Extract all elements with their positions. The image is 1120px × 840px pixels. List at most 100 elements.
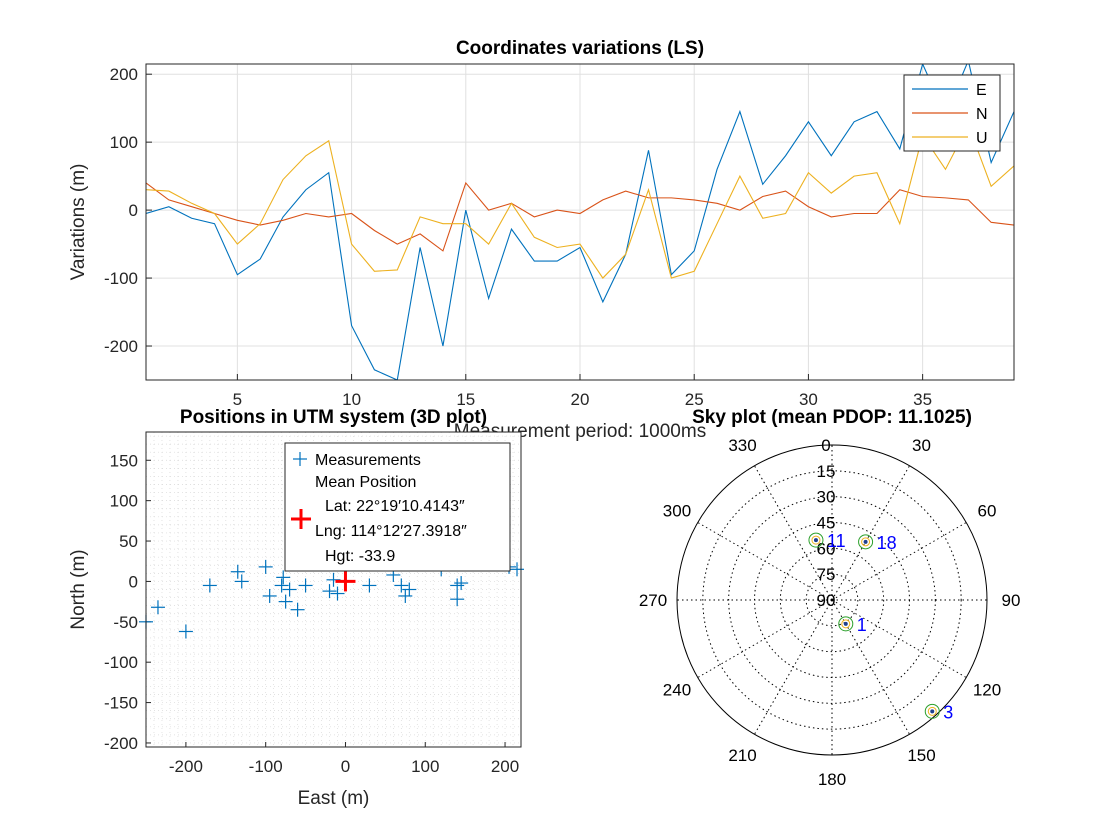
- azimuth-label: 120: [973, 681, 1001, 700]
- utm-positions-chart: -200 -100 0 100 200 -200 -150 -100 -50 0 50 100 150 M…: [68, 407, 525, 809]
- elevation-ring: [728, 496, 936, 704]
- measurement-point: [362, 578, 377, 593]
- y-tick-label: -100: [104, 269, 138, 288]
- satellite-marker-dot: [843, 621, 848, 626]
- legend-label-E: E: [976, 82, 987, 99]
- satellite-marker-mid: [811, 535, 821, 545]
- azimuth-label: 210: [728, 746, 756, 765]
- measurement-point: [402, 582, 417, 597]
- satellite-marker-dot: [813, 538, 818, 543]
- satellite-marker-outer: [858, 534, 874, 550]
- satellite-marker-dot: [930, 709, 935, 714]
- measurement-point: [454, 576, 469, 591]
- x-tick-label: 15: [456, 390, 475, 409]
- chart-title: Coordinates variations (LS): [456, 38, 704, 59]
- y-tick-label: 0: [129, 201, 138, 220]
- azimuth-label: 30: [912, 436, 931, 455]
- measurement-point: [258, 559, 273, 574]
- elevation-ring: [702, 470, 962, 730]
- elevation-label: 90: [817, 591, 836, 610]
- x-tick-label: 0: [341, 757, 350, 776]
- azimuth-label: 270: [639, 591, 667, 610]
- measurement-point: [450, 578, 465, 593]
- satellite-marker-outer: [808, 532, 824, 548]
- legend-label-lng: Lng: 114°12′27.3918″: [315, 523, 467, 540]
- measurement-point: [262, 588, 277, 603]
- azimuth-spoke: [754, 599, 833, 735]
- azimuth-spoke: [754, 465, 833, 601]
- legend-label-N: N: [976, 106, 988, 123]
- measurement-point: [330, 586, 345, 601]
- y-tick-label: 0: [129, 572, 138, 591]
- satellite-prn-label: 11: [827, 531, 846, 551]
- y-tick-label: -50: [113, 613, 138, 632]
- legend-label-U: U: [976, 130, 988, 147]
- y-axis-label: North (m): [68, 549, 89, 629]
- azimuth-spoke: [831, 465, 910, 601]
- satellite-marker-dot: [863, 539, 868, 544]
- x-tick-label: 5: [233, 390, 242, 409]
- azimuth-label: 240: [663, 681, 691, 700]
- legend-label-measurements: Measurements: [315, 452, 421, 469]
- measurement-point: [276, 570, 291, 585]
- y-axis-label: Variations (m): [68, 164, 89, 281]
- plot-frame: [145, 431, 522, 748]
- x-tick-label: 35: [913, 390, 932, 409]
- measurement-point: [150, 600, 165, 615]
- azimuth-label: 150: [907, 746, 935, 765]
- y-tick-label: -200: [104, 337, 138, 356]
- measurement-point: [278, 594, 293, 609]
- x-tick-label: 25: [685, 390, 704, 409]
- elevation-label: 30: [817, 488, 836, 507]
- chart-title: Positions in UTM system (3D plot): [180, 407, 487, 428]
- plot-frame: [145, 63, 1015, 381]
- azimuth-spoke: [831, 599, 967, 678]
- y-tick-label: 150: [110, 451, 138, 470]
- x-axis-label: East (m): [298, 788, 370, 809]
- x-tick-label: 10: [342, 390, 361, 409]
- azimuth-label: 300: [663, 502, 691, 521]
- satellite-marker-outer: [838, 616, 854, 632]
- satellite-prn-label: 1: [857, 615, 867, 635]
- x-tick-label: 20: [571, 390, 590, 409]
- measurement-point: [202, 578, 217, 593]
- legend-label-lat: Lat: 22°19′10.4143″: [325, 498, 465, 515]
- x-tick-label: -200: [169, 757, 203, 776]
- elevation-ring: [805, 573, 859, 627]
- chart-title: Sky plot (mean PDOP: 11.1025): [692, 407, 972, 428]
- azimuth-spoke: [831, 522, 967, 601]
- series-line-N: [146, 181, 1014, 252]
- measurement-point: [322, 584, 337, 599]
- azimuth-label: 60: [978, 502, 997, 521]
- legend-label-hgt: Hgt: -33.9: [325, 548, 395, 565]
- x-tick-label: 30: [799, 390, 818, 409]
- series-line-E: [146, 64, 1014, 380]
- y-tick-label: -200: [104, 734, 138, 753]
- satellite-marker-mid: [861, 537, 871, 547]
- azimuth-label: 330: [728, 436, 756, 455]
- legend-box: [284, 442, 511, 572]
- y-tick-label: 100: [110, 133, 138, 152]
- y-tick-label: 200: [110, 65, 138, 84]
- measurement-point: [274, 578, 289, 593]
- measurement-point: [326, 572, 341, 587]
- y-tick-label: -100: [104, 653, 138, 672]
- x-tick-label: 100: [411, 757, 439, 776]
- y-tick-label: 100: [110, 492, 138, 511]
- satellite-prn-label: 3: [943, 702, 953, 722]
- elevation-label: 0: [821, 436, 830, 455]
- satellite-marker-outer: [924, 703, 940, 719]
- measurement-point: [298, 578, 313, 593]
- azimuth-spoke: [697, 599, 833, 678]
- elevation-label: 45: [817, 514, 836, 533]
- coordinates-variations-chart: 5 10 15 20 25 30 35 -200 -100 0 100 200 Coordinates …: [68, 38, 1015, 442]
- measurement-point: [234, 574, 249, 589]
- x-tick-label: -100: [249, 757, 283, 776]
- y-tick-label: 50: [119, 532, 138, 551]
- measurement-point: [178, 624, 193, 639]
- measurement-point: [230, 564, 245, 579]
- measurement-point: [450, 592, 465, 607]
- legend-label-mean-position: Mean Position: [315, 474, 416, 491]
